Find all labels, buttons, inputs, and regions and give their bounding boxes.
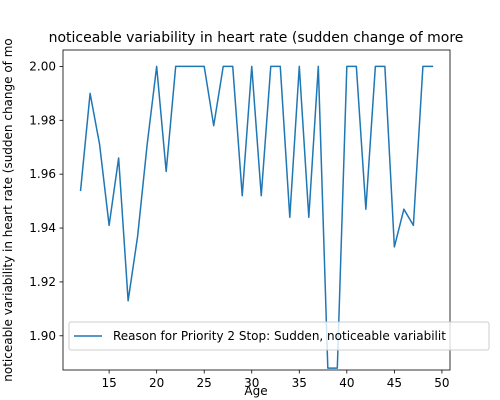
x-tick-label: 40 (339, 376, 354, 390)
legend-entry: Reason for Priority 2 Stop: Sudden, noti… (113, 329, 446, 343)
y-tick-label: 1.94 (29, 221, 56, 235)
x-axis-label: Age (244, 384, 267, 398)
x-tick-label: 35 (292, 376, 307, 390)
y-tick-label: 2.00 (29, 59, 56, 73)
x-tick-label: 25 (197, 376, 212, 390)
x-tick-label: 20 (149, 376, 164, 390)
y-tick-label: 1.90 (29, 329, 56, 343)
y-axis-label: noticeable variability in heart rate (su… (1, 38, 15, 382)
plot-background (63, 50, 450, 370)
y-tick-label: 1.92 (29, 275, 56, 289)
x-tick-label: 30 (244, 376, 259, 390)
x-tick-label: 50 (434, 376, 449, 390)
legend-box (68, 321, 490, 351)
chart-title: noticeable variability in heart rate (su… (49, 30, 464, 46)
plot-frame (62, 49, 451, 371)
y-tick-label: 1.96 (29, 167, 56, 181)
y-tick-label: 1.98 (29, 113, 56, 127)
legend: Reason for Priority 2 Stop: Sudden, noti… (68, 321, 490, 351)
x-tick-label: 45 (387, 376, 402, 390)
series-line (79, 65, 434, 369)
x-tick-label: 15 (101, 376, 116, 390)
